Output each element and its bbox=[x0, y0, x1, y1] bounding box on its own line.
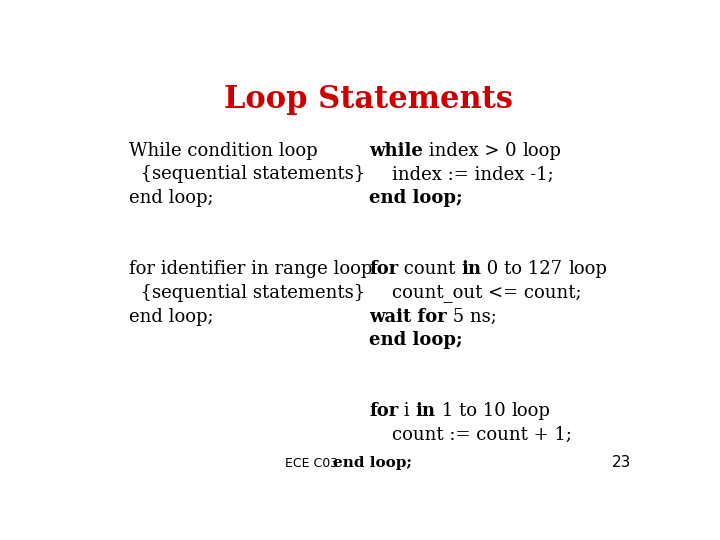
Text: count := count + 1;: count := count + 1; bbox=[369, 426, 572, 444]
Text: i: i bbox=[398, 402, 415, 421]
Text: in: in bbox=[462, 260, 482, 278]
Text: index := index -1;: index := index -1; bbox=[369, 165, 554, 184]
Text: {sequential statements}: {sequential statements} bbox=[129, 165, 365, 184]
Text: loop: loop bbox=[568, 260, 607, 278]
Text: end loop;: end loop; bbox=[129, 189, 214, 207]
Text: index > 0: index > 0 bbox=[423, 141, 522, 160]
Text: wait for: wait for bbox=[369, 308, 446, 326]
Text: loop: loop bbox=[511, 402, 550, 421]
Text: end loop;: end loop; bbox=[369, 332, 463, 349]
Text: count: count bbox=[398, 260, 462, 278]
Text: end loop;: end loop; bbox=[333, 456, 412, 470]
Text: 0 to 127: 0 to 127 bbox=[482, 260, 568, 278]
Text: for identifier in range loop: for identifier in range loop bbox=[129, 260, 372, 278]
Text: end loop;: end loop; bbox=[369, 189, 463, 207]
Text: for: for bbox=[369, 260, 398, 278]
Text: while: while bbox=[369, 141, 423, 160]
Text: {sequential statements}: {sequential statements} bbox=[129, 284, 365, 302]
Text: loop: loop bbox=[522, 141, 561, 160]
Text: ECE C03: ECE C03 bbox=[285, 457, 338, 470]
Text: count_out <= count;: count_out <= count; bbox=[369, 284, 582, 302]
Text: Loop Statements: Loop Statements bbox=[225, 84, 513, 114]
Text: 5 ns;: 5 ns; bbox=[446, 308, 497, 326]
Text: 23: 23 bbox=[612, 455, 631, 470]
Text: in: in bbox=[415, 402, 436, 421]
Text: for: for bbox=[369, 402, 398, 421]
Text: While condition loop: While condition loop bbox=[129, 141, 318, 160]
Text: 1 to 10: 1 to 10 bbox=[436, 402, 511, 421]
Text: end loop;: end loop; bbox=[129, 308, 214, 326]
